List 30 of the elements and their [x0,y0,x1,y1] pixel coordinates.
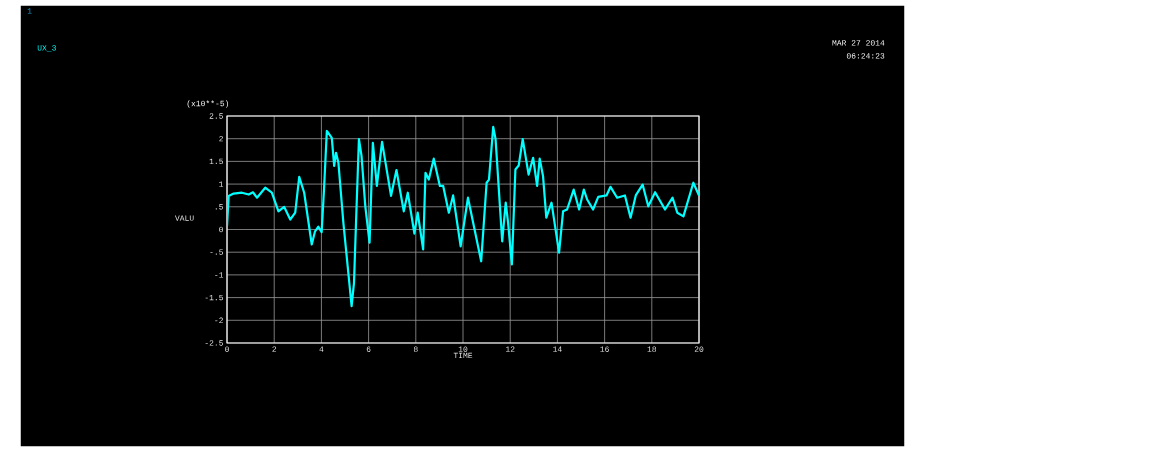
x-tick-label: 18 [647,346,657,352]
y-tick-label: -2.5 [205,340,223,346]
y-tick-label: .5 [215,204,223,210]
y-tick-label: 2 [219,136,223,142]
x-tick-label: 2 [272,346,277,352]
y-tick-label: 0 [219,226,223,233]
x-tick-label: 16 [600,346,609,352]
x-tick-label: 8 [413,346,418,352]
x-tick-label: 14 [553,346,562,352]
x-tick-label: 0 [225,346,229,352]
text: (x10**-5) [187,100,229,108]
y-tick-label: 2.5 [209,113,223,119]
text: 1 [27,8,32,14]
x-tick-label: 12 [505,346,515,352]
x-tick-label: 6 [366,346,371,352]
y-tick-label: -1 [215,272,224,278]
y-tick-label: 1.5 [209,158,223,165]
text: UX_3 [37,45,56,52]
y-axis-title: VALU [174,215,194,221]
x-tick-label: 4 [319,346,324,352]
x-tick-label: 20 [694,346,704,352]
line-series [227,125,700,308]
y-tick-label: 1 [219,181,224,187]
y-tick-label: -1.5 [205,294,223,301]
text: 06:24:23 [846,53,885,59]
y-tick-label: -.5 [210,249,223,255]
y-tick-label: -2 [215,317,223,323]
x-tick-label: 10 [458,346,468,352]
x-axis-title: TIME [453,352,473,359]
text: MAR 27 2014 [832,40,885,46]
